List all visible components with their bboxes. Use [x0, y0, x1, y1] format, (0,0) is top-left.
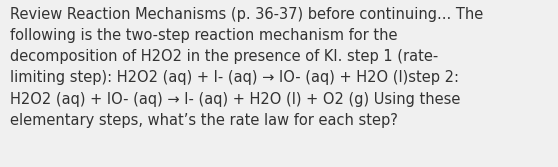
- Text: Review Reaction Mechanisms (p. 36-37) before continuing... The
following is the : Review Reaction Mechanisms (p. 36-37) be…: [10, 7, 483, 128]
